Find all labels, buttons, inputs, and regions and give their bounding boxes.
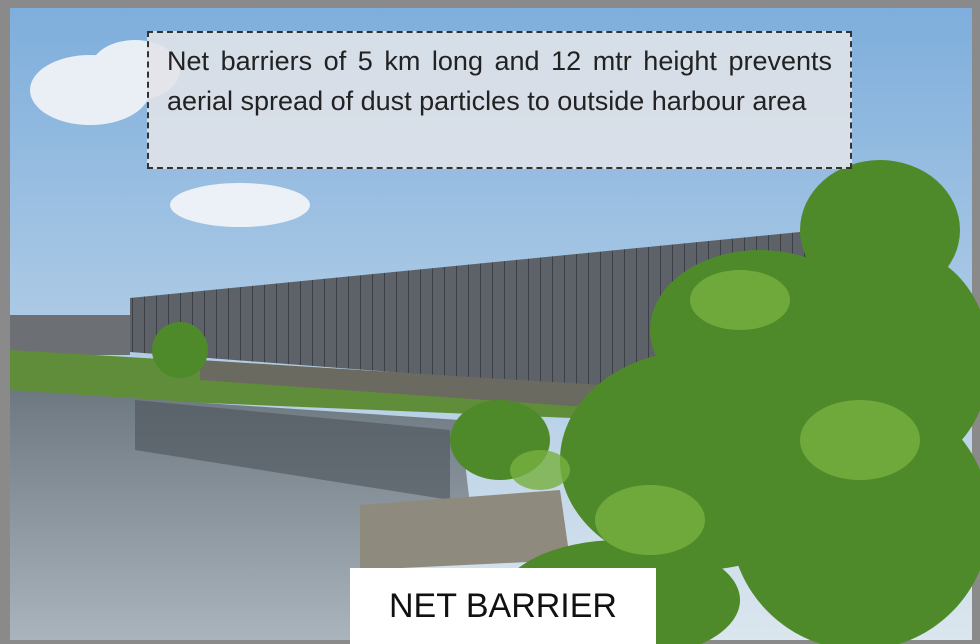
photo-label: NET BARRIER	[350, 568, 656, 644]
callout-box: Net barriers of 5 km long and 12 mtr hei…	[147, 31, 852, 169]
building	[10, 315, 130, 355]
screenshot: Net barriers of 5 km long and 12 mtr hei…	[0, 0, 980, 644]
